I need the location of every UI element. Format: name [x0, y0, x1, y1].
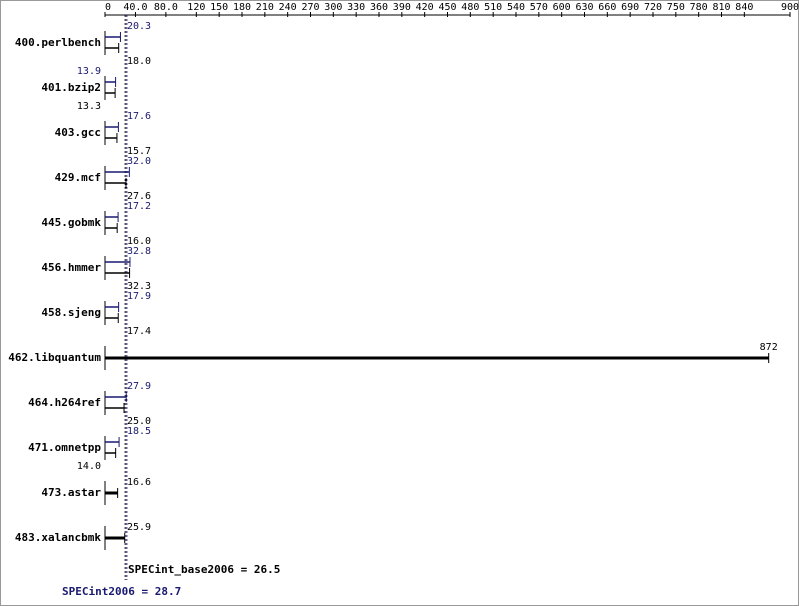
category-label: 400.perlbench: [15, 36, 101, 49]
x-tick-label: 240: [279, 2, 297, 13]
value-label: 13.9: [77, 66, 101, 77]
x-tick-label: 210: [256, 2, 274, 13]
x-tick-label: 630: [575, 2, 593, 13]
category-label: 456.hmmer: [41, 261, 101, 274]
x-tick-label: 750: [667, 2, 685, 13]
category-label: 464.h264ref: [28, 396, 101, 409]
value-label: 25.0: [127, 416, 151, 427]
x-tick-label: 780: [690, 2, 708, 13]
x-tick-label: 150: [210, 2, 228, 13]
x-tick-label: 900: [781, 2, 799, 13]
category-label: 473.astar: [41, 486, 101, 499]
x-tick-label: 540: [507, 2, 525, 13]
value-label: 32.8: [127, 246, 151, 257]
x-tick-label: 660: [598, 2, 616, 13]
value-label: 16.0: [127, 236, 151, 247]
category-label: 445.gobmk: [41, 216, 101, 229]
value-label: 32.3: [127, 281, 151, 292]
value-label: 17.9: [127, 291, 151, 302]
x-tick-label: 300: [324, 2, 342, 13]
x-tick-label: 80.0: [154, 2, 178, 13]
x-tick-label: 480: [461, 2, 479, 13]
x-tick-label: 390: [393, 2, 411, 13]
value-label: 15.7: [127, 146, 151, 157]
x-tick-label: 360: [370, 2, 388, 13]
x-tick-label: 570: [530, 2, 548, 13]
value-label: 17.4: [127, 326, 151, 337]
category-label: 429.mcf: [55, 171, 101, 184]
value-label: 27.6: [127, 191, 151, 202]
category-label: 401.bzip2: [41, 81, 101, 94]
x-tick-label: 810: [712, 2, 730, 13]
value-label: 872: [760, 342, 778, 353]
value-label: 32.0: [127, 156, 151, 167]
x-tick-label: 450: [438, 2, 456, 13]
x-tick-label: 0: [105, 2, 111, 13]
value-label: 20.3: [127, 21, 151, 32]
x-tick-label: 270: [301, 2, 319, 13]
value-label: 16.6: [127, 477, 151, 488]
x-tick-label: 120: [187, 2, 205, 13]
x-tick-label: 510: [484, 2, 502, 13]
summary-peak: SPECint2006 = 28.7: [62, 585, 181, 598]
value-label: 14.0: [77, 461, 101, 472]
value-label: 18.5: [127, 426, 151, 437]
x-tick-label: 720: [644, 2, 662, 13]
x-tick-label: 420: [416, 2, 434, 13]
value-label: 17.6: [127, 111, 151, 122]
category-label: 458.sjeng: [41, 306, 101, 319]
category-label: 462.libquantum: [8, 351, 101, 364]
value-label: 18.0: [127, 56, 151, 67]
x-tick-label: 600: [553, 2, 571, 13]
x-tick-label: 330: [347, 2, 365, 13]
x-tick-label: 840: [735, 2, 753, 13]
category-label: 403.gcc: [55, 126, 101, 139]
x-tick-label: 690: [621, 2, 639, 13]
summary-base: SPECint_base2006 = 26.5: [128, 563, 280, 576]
x-tick-label: 180: [233, 2, 251, 13]
value-label: 13.3: [77, 101, 101, 112]
category-label: 483.xalancbmk: [15, 531, 101, 544]
value-label: 25.9: [127, 522, 151, 533]
x-tick-label: 40.0: [123, 2, 147, 13]
value-label: 27.9: [127, 381, 151, 392]
category-label: 471.omnetpp: [28, 441, 101, 454]
value-label: 17.2: [127, 201, 151, 212]
